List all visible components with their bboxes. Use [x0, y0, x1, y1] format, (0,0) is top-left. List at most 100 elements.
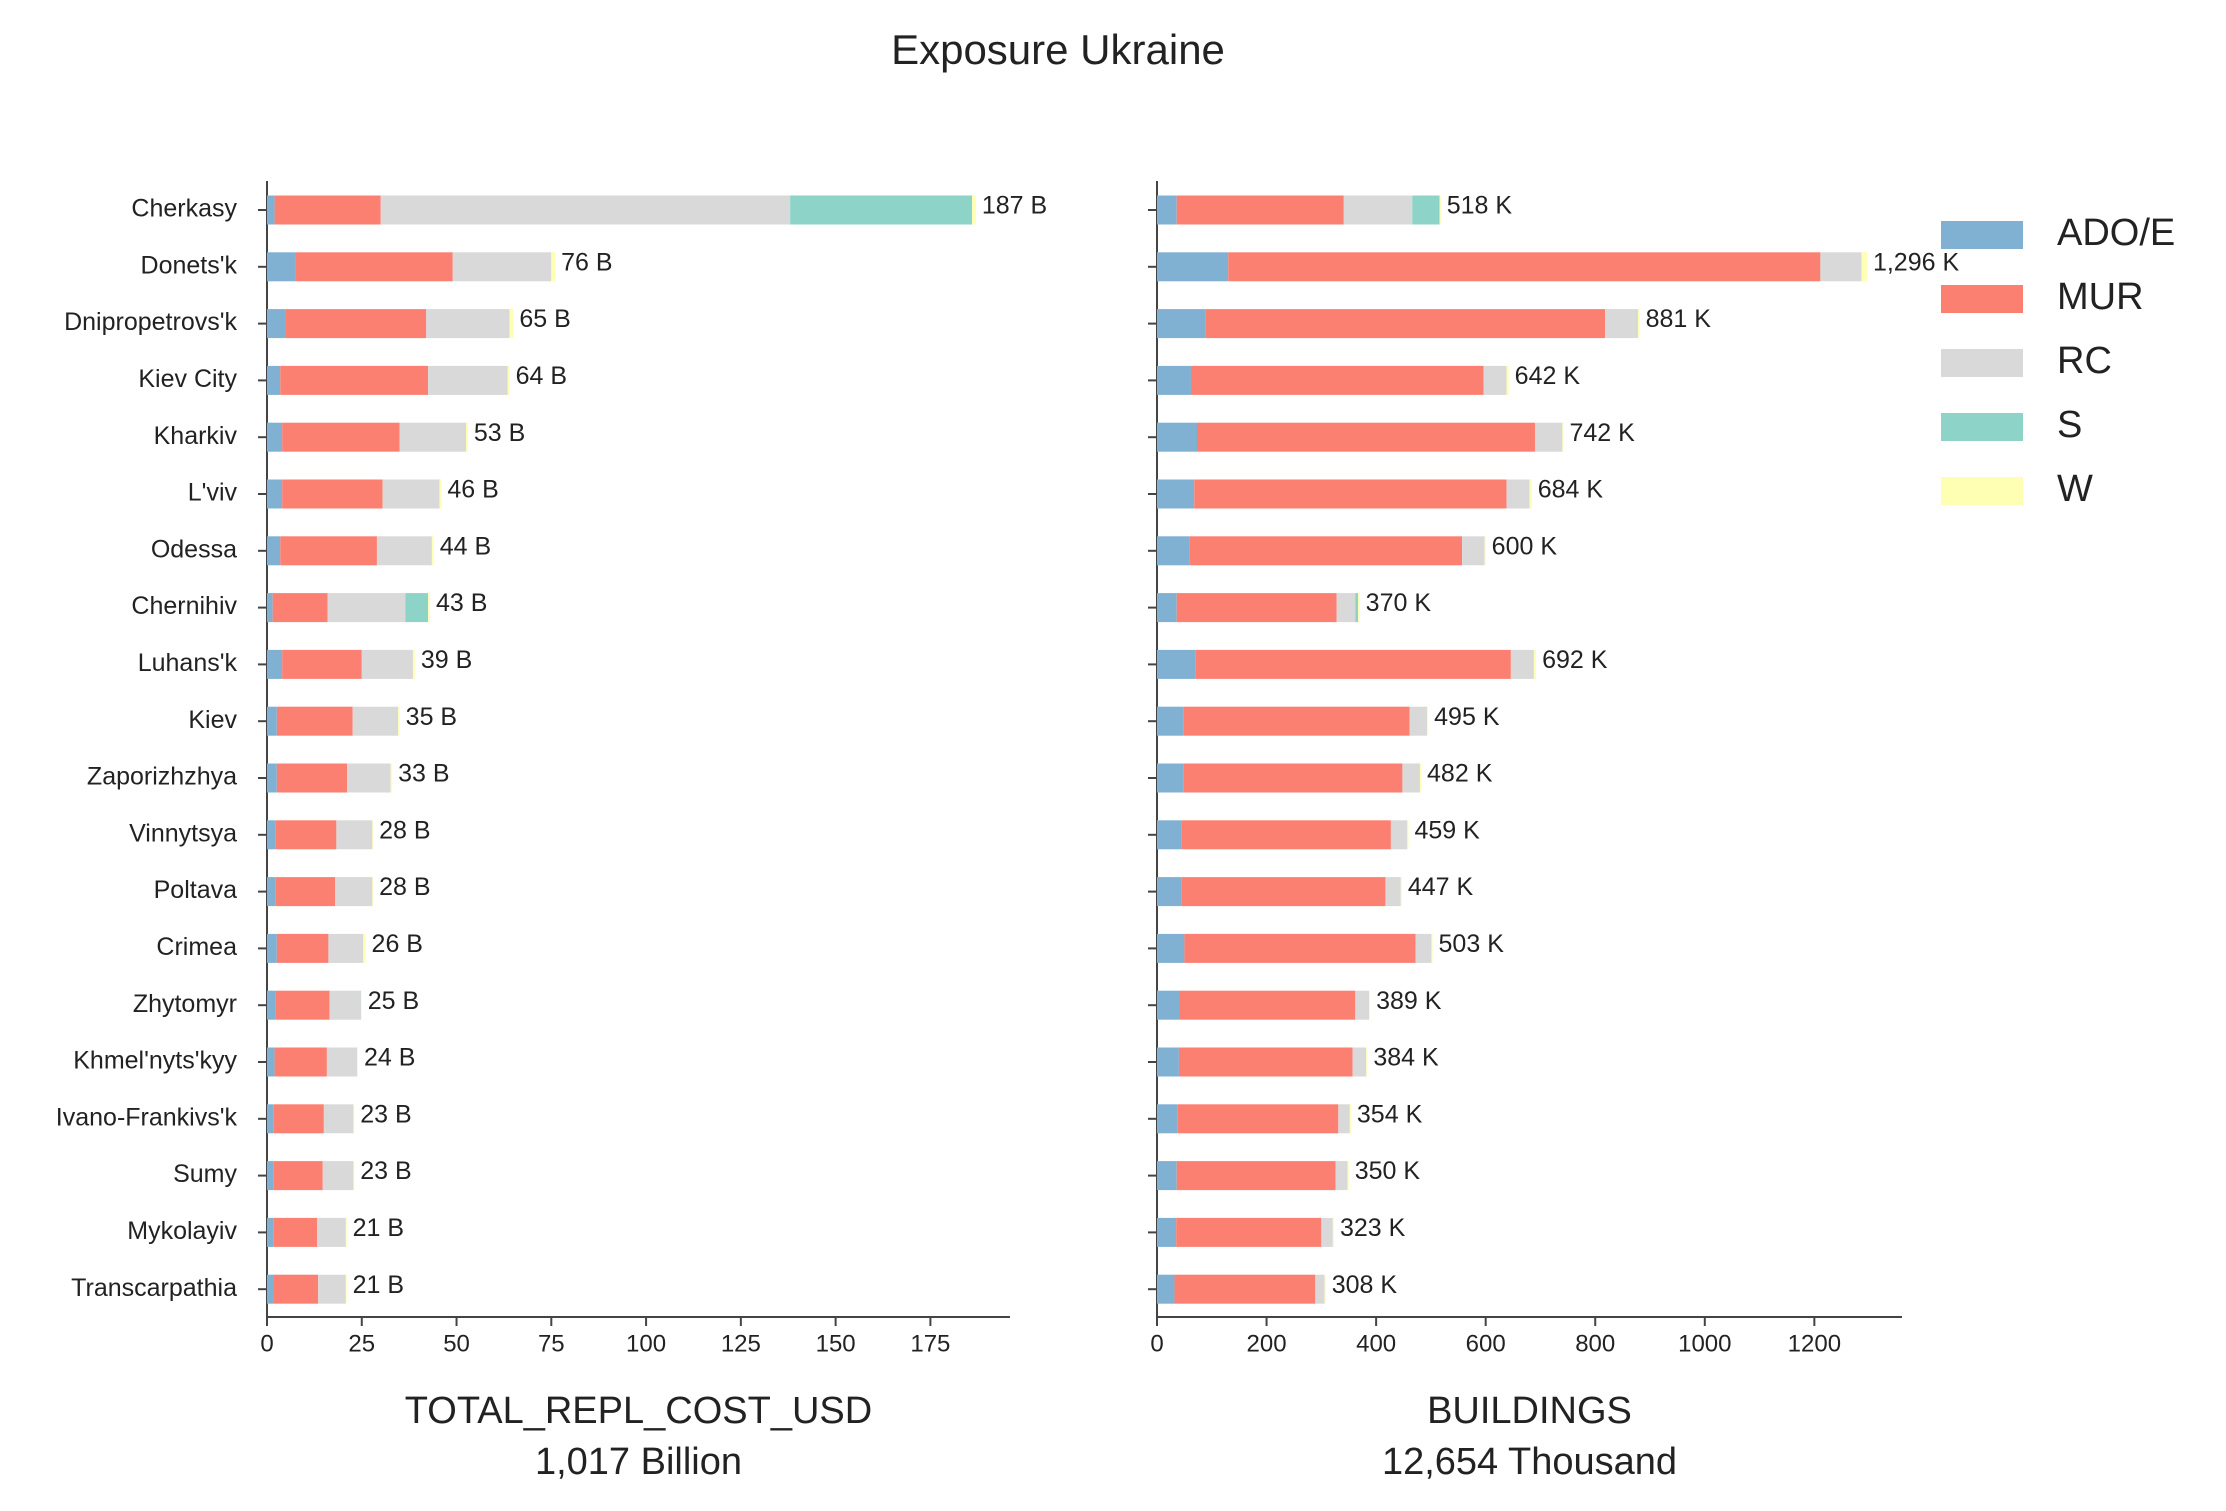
legend-swatch — [1941, 349, 2023, 377]
bar-segment — [336, 820, 373, 850]
figure-title: Exposure Ukraine — [891, 26, 1225, 73]
bar-segment — [267, 1161, 274, 1191]
value-label: 503 K — [1439, 930, 1505, 958]
legend-swatch — [1941, 285, 2023, 313]
x-tick-label: 175 — [910, 1330, 950, 1357]
bar-segment — [1533, 649, 1537, 679]
bar-segment — [1324, 1274, 1326, 1304]
bar-segment — [267, 1104, 274, 1134]
y-tick-label: Crimea — [156, 933, 237, 961]
bar-segment — [1174, 1274, 1316, 1304]
bar-segment — [275, 877, 336, 907]
value-label: 495 K — [1434, 703, 1500, 731]
y-tick-label: Zaporizhzhya — [87, 763, 237, 791]
value-label: 21 B — [353, 1214, 404, 1242]
value-label: 28 B — [379, 816, 430, 844]
bar-segment — [317, 1217, 346, 1247]
bar-segment — [1335, 1161, 1348, 1191]
bar-segment — [326, 1047, 358, 1077]
y-tick-label: Zhytomyr — [133, 990, 237, 1018]
value-label: 64 B — [516, 362, 567, 390]
bar-segment — [1205, 309, 1606, 339]
bar-segment — [382, 479, 440, 509]
bar-segment — [1427, 706, 1429, 736]
bar-segment — [1315, 1274, 1325, 1304]
bar-segment — [405, 593, 429, 623]
bar-segment — [1196, 422, 1535, 452]
bar-segment — [1157, 1274, 1175, 1304]
bar-segment — [1176, 1161, 1336, 1191]
bar-segment — [1366, 1047, 1368, 1077]
bar-segment — [1157, 877, 1182, 907]
bar-segment — [267, 422, 283, 452]
bar-segment — [428, 593, 431, 623]
bar-segment — [1180, 990, 1356, 1020]
value-label: 350 K — [1355, 1157, 1421, 1185]
bar-segment — [267, 365, 281, 395]
bar-segment — [972, 195, 976, 225]
bar-segment — [273, 1161, 323, 1191]
x-tick-label: 1000 — [1678, 1330, 1731, 1357]
value-label: 76 B — [561, 248, 612, 276]
bar-segment — [267, 820, 276, 850]
value-label: 44 B — [440, 532, 491, 560]
y-tick-label: L'viv — [188, 479, 238, 507]
bar-segment — [426, 309, 510, 339]
bar-segment — [1157, 820, 1182, 850]
y-tick-label: Poltava — [154, 876, 237, 904]
bar-segment — [380, 195, 791, 225]
bar-segment — [1321, 1217, 1333, 1247]
bar-segment — [1562, 422, 1564, 452]
bar-segment — [1484, 536, 1486, 566]
bar-segment — [361, 990, 362, 1020]
bar-segment — [1195, 649, 1511, 679]
value-label: 39 B — [421, 646, 472, 674]
bar-segment — [1176, 1217, 1322, 1247]
bar-segment — [1157, 1047, 1179, 1077]
value-label: 518 K — [1447, 192, 1513, 220]
bar-segment — [1409, 706, 1428, 736]
bar-segment — [280, 365, 429, 395]
value-label: 370 K — [1366, 589, 1432, 617]
y-tick-label: Transcarpathia — [71, 1274, 237, 1302]
value-label: 26 B — [372, 930, 423, 958]
bar-segment — [1462, 536, 1485, 566]
x-tick-label: 200 — [1247, 1330, 1287, 1357]
legend-swatch — [1941, 221, 2023, 249]
bar-segment — [1157, 1217, 1177, 1247]
bar-segment — [1157, 649, 1196, 679]
y-tick-label: Mykolayiv — [127, 1217, 237, 1245]
value-label: 65 B — [519, 305, 570, 333]
bar-segment — [1605, 309, 1638, 339]
bar-segment — [285, 309, 427, 339]
bar-segment — [376, 536, 432, 566]
bar-segment — [1157, 763, 1184, 793]
y-tick-label: Ivano-Frankivs'k — [56, 1103, 238, 1131]
bar-segment — [267, 593, 273, 623]
bar-segment — [267, 877, 276, 907]
bar-segment — [280, 536, 377, 566]
bar-segment — [1368, 990, 1371, 1020]
x-tick-label: 400 — [1356, 1330, 1396, 1357]
bar-segment — [267, 479, 283, 509]
bar-segment — [1157, 252, 1229, 282]
value-label: 642 K — [1515, 362, 1581, 390]
x-axis-label: TOTAL_REPL_COST_USD — [405, 1390, 872, 1432]
bar-segment — [790, 195, 973, 225]
bar-segment — [267, 933, 277, 963]
value-label: 354 K — [1357, 1100, 1423, 1128]
bar-segment — [275, 990, 330, 1020]
x-tick-label: 800 — [1575, 1330, 1615, 1357]
value-label: 25 B — [368, 987, 419, 1015]
value-label: 447 K — [1408, 873, 1474, 901]
value-label: 33 B — [398, 760, 449, 788]
legend-swatch — [1941, 413, 2023, 441]
value-label: 308 K — [1332, 1271, 1398, 1299]
bar-segment — [295, 252, 453, 282]
value-label: 53 B — [474, 419, 525, 447]
x-axis-label: BUILDINGS — [1427, 1390, 1632, 1432]
bar-segment — [318, 1274, 346, 1304]
bar-segment — [273, 1104, 324, 1134]
bar-segment — [346, 763, 391, 793]
y-tick-label: Odessa — [151, 535, 237, 563]
